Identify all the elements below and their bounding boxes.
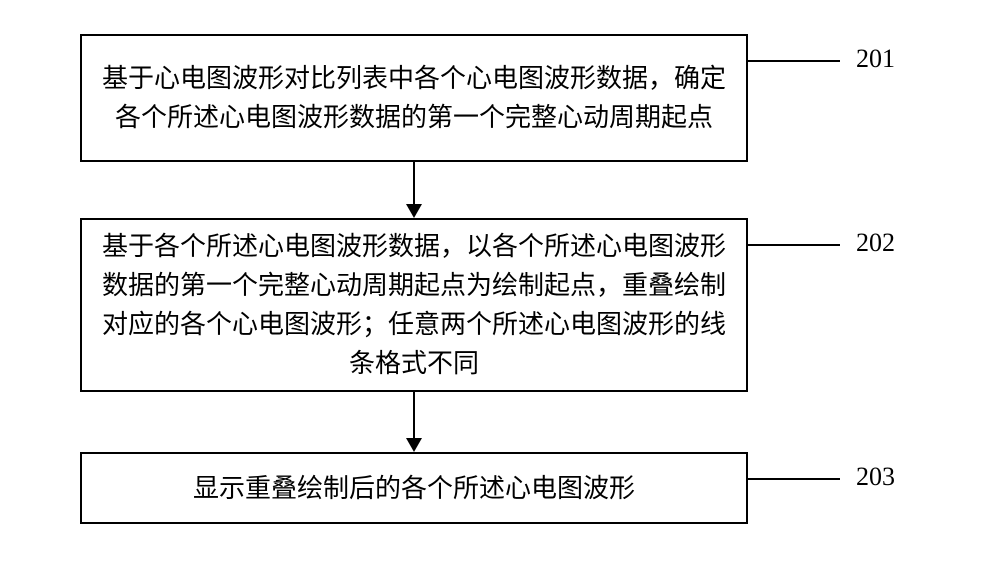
flow-step-202: 基于各个所述心电图波形数据，以各个所述心电图波形数据的第一个完整心动周期起点为绘… [80,218,748,392]
arrow-2-line [413,392,415,440]
flow-step-203: 显示重叠绘制后的各个所述心电图波形 [80,452,748,524]
flow-step-202-text: 基于各个所述心电图波形数据，以各个所述心电图波形数据的第一个完整心动周期起点为绘… [100,227,728,383]
flowchart-diagram: 基于心电图波形对比列表中各个心电图波形数据，确定各个所述心电图波形数据的第一个完… [20,20,980,556]
label-lead-203 [748,478,840,480]
flow-step-202-label: 202 [856,228,895,258]
flow-step-203-label: 203 [856,462,895,492]
flow-step-201-text: 基于心电图波形对比列表中各个心电图波形数据，确定各个所述心电图波形数据的第一个完… [100,59,728,137]
label-lead-202 [748,244,840,246]
arrow-1-head [406,204,422,218]
flow-step-203-text: 显示重叠绘制后的各个所述心电图波形 [193,469,635,508]
arrow-2-head [406,438,422,452]
label-lead-201 [748,60,840,62]
flow-step-201-label: 201 [856,44,895,74]
arrow-1-line [413,162,415,206]
flow-step-201: 基于心电图波形对比列表中各个心电图波形数据，确定各个所述心电图波形数据的第一个完… [80,34,748,162]
